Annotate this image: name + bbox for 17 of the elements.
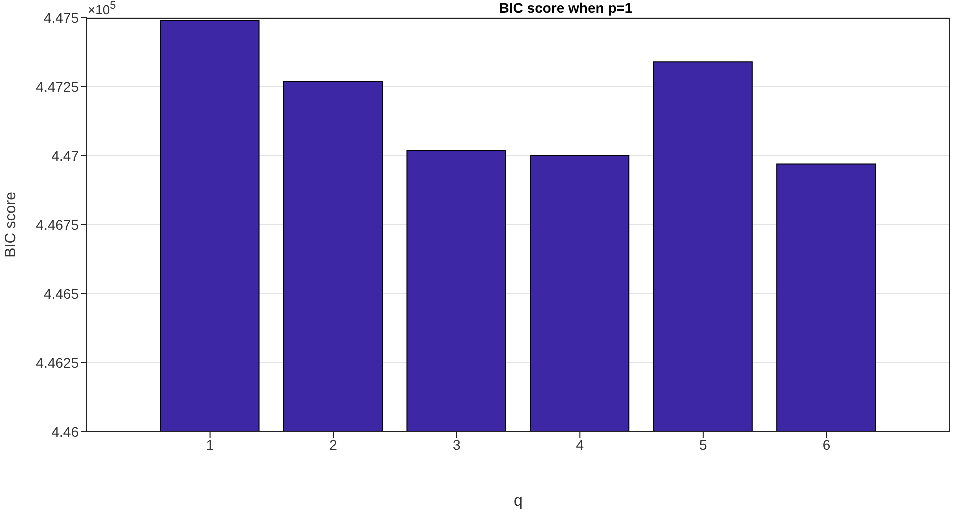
y-tick-label: 4.465	[44, 286, 80, 302]
x-tick-label: 3	[452, 436, 461, 453]
chart-title: BIC score when p=1	[499, 0, 633, 16]
y-tick-label: 4.4625	[36, 354, 80, 371]
y-tick-label: 4.475	[44, 10, 80, 26]
y-tick-label: 4.4675	[36, 216, 80, 233]
x-tick-label: 2	[330, 436, 338, 453]
x-tick-label: 1	[206, 436, 214, 453]
x-tick-label: 4	[576, 436, 584, 453]
x-tick-label: 6	[822, 436, 831, 453]
y-tick-label: 4.46	[52, 424, 80, 440]
text: ×10$^{5}$	[88, 0, 116, 18]
y-axis-title: BIC score	[2, 192, 20, 258]
y-tick-label: 4.4725	[36, 78, 80, 95]
x-tick-label: 5	[700, 436, 708, 453]
x-axis-title: q	[514, 493, 523, 510]
y-tick-label: 4.47	[52, 148, 80, 164]
